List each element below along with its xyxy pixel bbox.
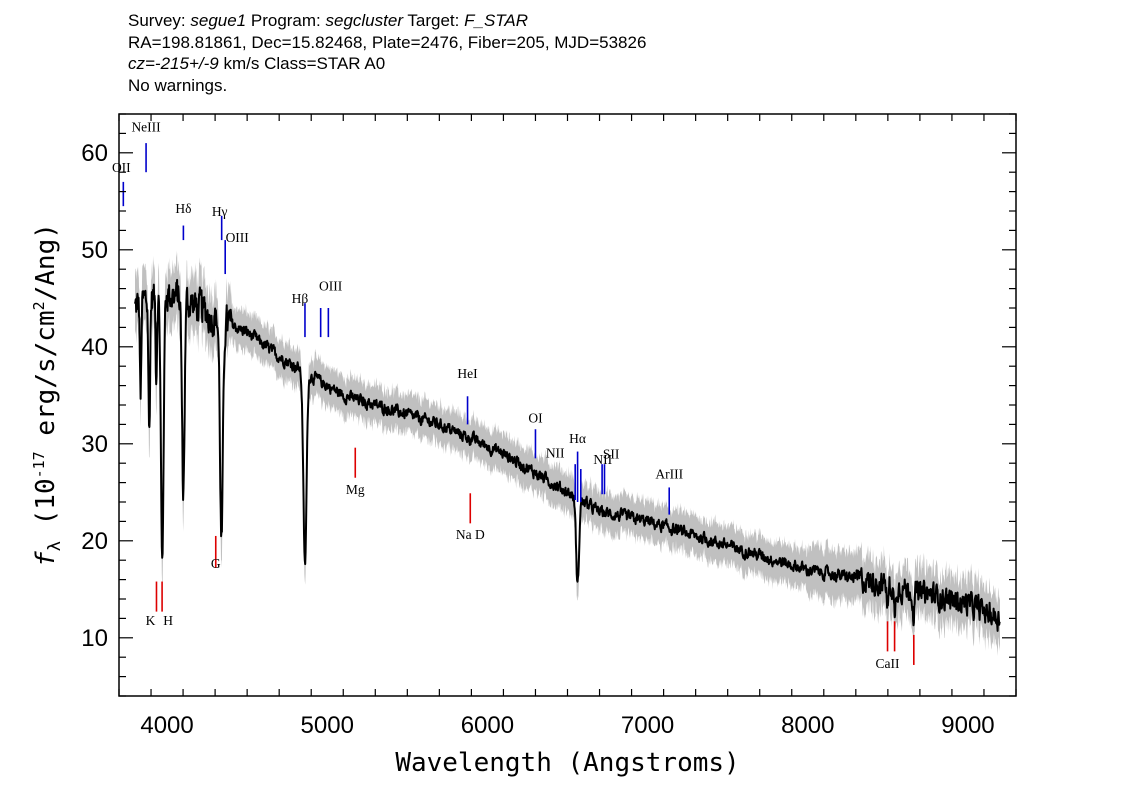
emission-label-ariii: ArIII [655,467,683,482]
x-ticks-layer: 4000 5000 6000 7000 8000 9000 [118,114,1017,739]
y-tick-label: 10 [81,625,108,652]
y-axis-title-part: -17 [30,451,48,478]
class-text: km/s Class=STAR A0 [218,54,386,73]
program-value: segcluster [325,11,403,30]
survey-label: Survey: [128,11,191,30]
emission-label-nii: NII [546,445,565,460]
plot-frame [118,113,1017,697]
error-band-layer [135,250,1000,657]
y-axis-title-part: erg/s/cm [31,310,61,451]
cz-value: cz=-215+/-9 [128,54,219,73]
emission-label-hei: HeI [457,366,478,381]
flux-series [134,278,1001,632]
absorption-label-caii: CaII [876,656,900,671]
y-tick-label: 30 [81,431,108,458]
y-tick-label: 60 [81,140,108,167]
x-tick-label: 8000 [781,712,834,739]
plot-frame-layer [118,113,1017,697]
emission-label-neiii: NeIII [131,119,161,134]
x-tick-label: 4000 [140,712,193,739]
header-line-warnings: No warnings. [128,75,228,95]
plot-header: Survey: segue1 Program: segcluster Targe… [128,10,646,96]
x-axis-title: Wavelength (Angstroms) [395,748,739,778]
header-line-survey: Survey: segue1 Program: segcluster Targe… [128,10,646,32]
y-axis-title-part: f [31,551,61,567]
target-label: Target: [402,11,465,30]
y-axis-title-part: (10 [31,478,61,541]
flux-layer [134,278,1001,632]
absorption-label-h: H [163,613,173,628]
y-tick-label: 20 [81,528,108,555]
x-tick-label: 7000 [621,712,674,739]
y-axis-title: fλ (10-17 erg/s/cm2/Ang) [30,223,65,567]
emission-label-oiii: OIII [319,279,343,294]
header-line-redshift: cz=-215+/-9 km/s Class=STAR A0 [128,53,646,75]
y-ticks-layer: 10 20 30 40 50 60 [81,113,1016,697]
absorption-label-nad: Na D [456,527,485,542]
emission-label-oii: OII [112,160,131,175]
emission-label-h: Hδ [175,201,191,216]
target-value: F_STAR [464,11,529,30]
y-axis-title-part: 2 [30,301,48,310]
emission-label-h: Hβ [292,291,309,306]
header-line-coordinates: RA=198.81861, Dec=15.82468, Plate=2476, … [128,32,647,52]
x-tick-label: 5000 [301,712,354,739]
absorption-label-k: K [146,613,156,628]
emission-label-oi: OI [528,410,543,425]
emission-label-oiii: OIII [226,230,250,245]
absorption-label-g: G [211,556,221,571]
survey-value: segue1 [190,11,247,30]
absorption-label-mg: Mg [346,482,365,497]
emission-label-sii: SII [603,446,620,461]
y-axis-title-part: /Ang) [31,223,61,301]
program-label: Program: [246,11,326,30]
y-tick-label: 40 [81,334,108,361]
emission-label-h: Hγ [212,204,228,219]
y-axis-title-part: λ [45,541,65,551]
emission-label-nii: NII [593,452,612,467]
y-tick-label: 50 [81,237,108,264]
emission-label-h: Hα [569,431,586,446]
x-tick-label: 6000 [461,712,514,739]
x-tick-label: 9000 [941,712,994,739]
error-band [135,250,1000,657]
